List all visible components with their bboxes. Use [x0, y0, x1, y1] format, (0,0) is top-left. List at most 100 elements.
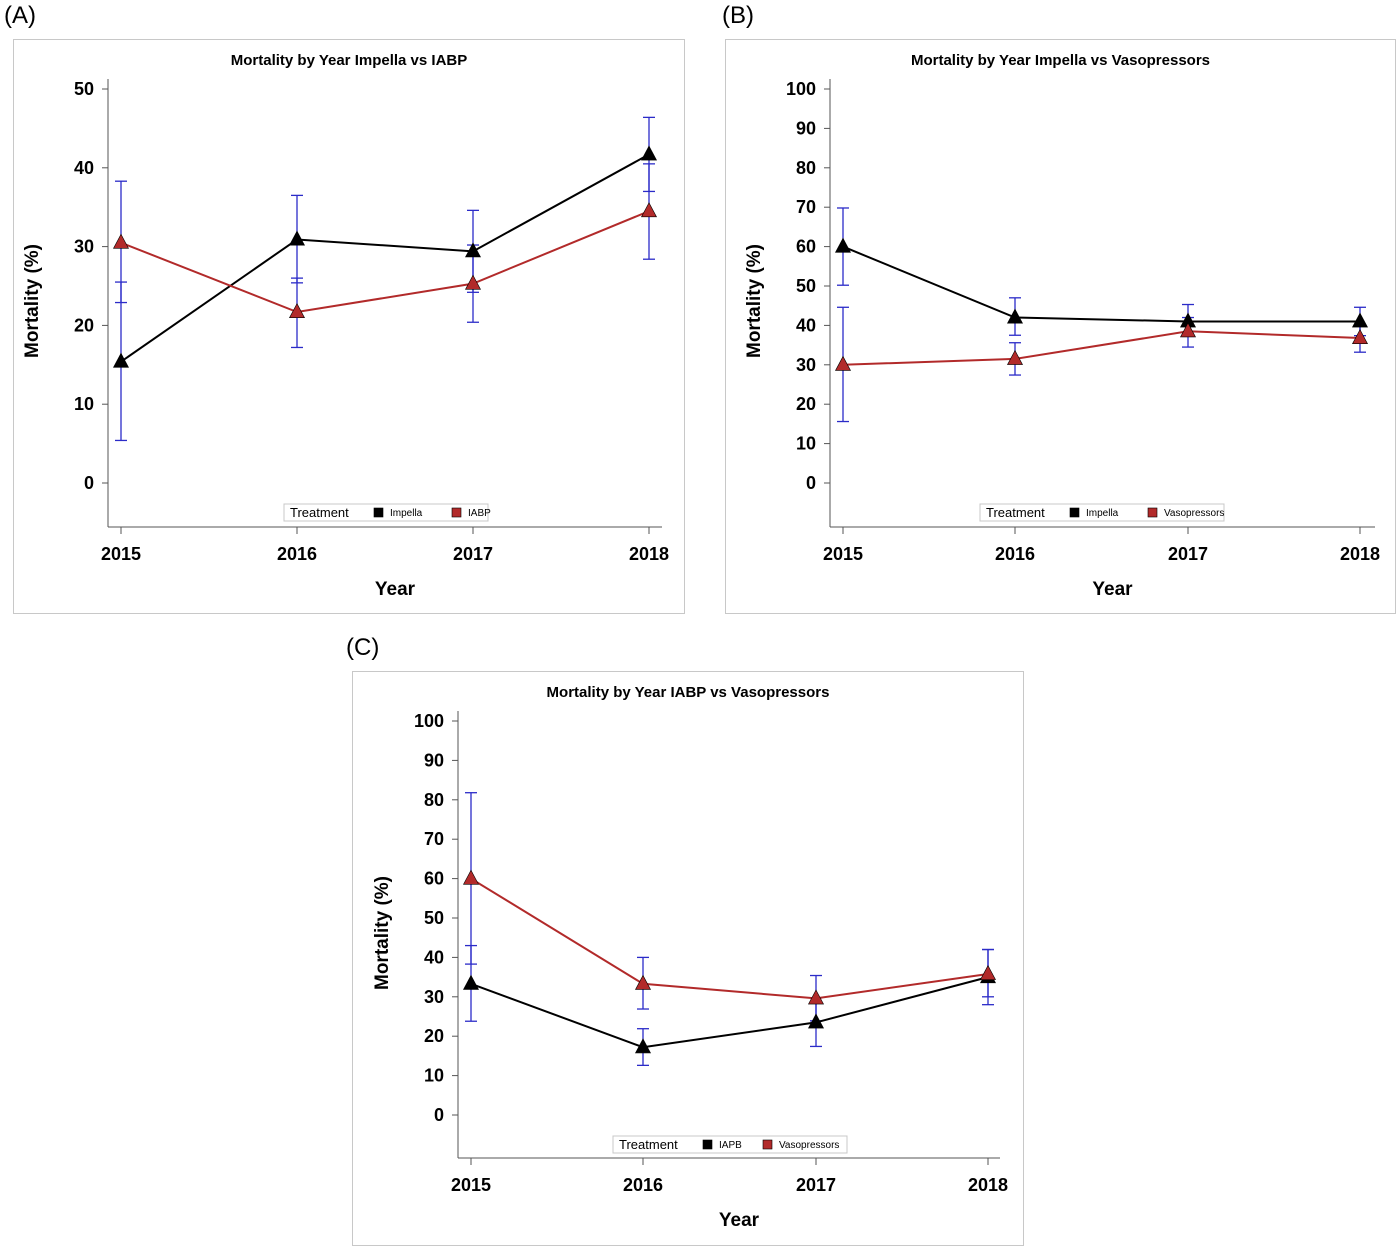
legend-title: Treatment [290, 505, 349, 520]
y-tick-label: 20 [74, 315, 94, 335]
chart-title: Mortality by Year Impella vs Vasopressor… [911, 52, 1210, 69]
data-point [1351, 329, 1369, 344]
x-tick-label: 2018 [1340, 544, 1380, 564]
x-tick-label: 2018 [968, 1175, 1008, 1195]
data-point [1179, 322, 1197, 338]
data-point [462, 974, 480, 990]
x-tick-label: 2017 [796, 1175, 836, 1195]
y-tick-label: 60 [424, 869, 444, 889]
data-point [464, 274, 482, 290]
chart-2: Mortality by Year IABP vs Vasopressors 0 1… [372, 684, 1008, 1231]
legend-swatch [373, 507, 384, 518]
data-point [288, 302, 306, 318]
data-point [1006, 349, 1024, 365]
y-tick-label: 50 [74, 79, 94, 99]
y-tick-label: 100 [786, 79, 816, 99]
data-point [634, 1038, 652, 1054]
y-tick-label: 30 [796, 355, 816, 375]
legend: Treatment Impella Vasopressors [979, 503, 1225, 522]
chart-0: Mortality by Year Impella vs IABP 0 10 20 30… [22, 52, 669, 600]
y-tick-label: 90 [796, 118, 816, 138]
legend-entry: IABP [468, 508, 491, 519]
legend-swatch [1147, 507, 1158, 518]
chart-title: Mortality by Year IABP vs Vasopressors [547, 684, 830, 701]
y-tick-label: 0 [434, 1105, 444, 1125]
data-point [640, 202, 658, 218]
x-tick-label: 2016 [995, 544, 1035, 564]
data-point [288, 230, 306, 246]
y-tick-label: 50 [424, 908, 444, 928]
x-tick-label: 2017 [453, 544, 493, 564]
data-point [979, 964, 997, 980]
data-point [807, 1013, 825, 1029]
panel-label-c: (C) [346, 634, 380, 661]
x-tick-label: 2015 [451, 1175, 491, 1195]
y-tick-label: 60 [796, 237, 816, 257]
y-tick-label: 0 [84, 473, 94, 493]
y-axis-label: Mortality (%) [372, 876, 393, 990]
data-point [112, 233, 130, 249]
y-tick-label: 10 [796, 434, 816, 454]
panel-label-b: (B) [722, 2, 754, 29]
legend-entry: Vasopressors [1164, 508, 1224, 519]
chart-title: Mortality by Year Impella vs IABP [231, 52, 467, 69]
data-point [464, 242, 482, 258]
legend-swatch [762, 1139, 773, 1150]
legend-entry: IAPB [719, 1140, 742, 1151]
y-tick-label: 80 [796, 158, 816, 178]
y-tick-label: 20 [796, 394, 816, 414]
x-tick-label: 2018 [629, 544, 669, 564]
legend-box [283, 503, 489, 522]
y-tick-label: 70 [424, 829, 444, 849]
y-tick-label: 90 [424, 750, 444, 770]
x-axis-label: Year [719, 1210, 760, 1231]
y-tick-label: 40 [424, 947, 444, 967]
x-tick-label: 2015 [823, 544, 863, 564]
data-point [834, 237, 852, 253]
y-tick-label: 40 [796, 315, 816, 335]
legend-title: Treatment [986, 505, 1045, 520]
y-tick-label: 10 [424, 1066, 444, 1086]
legend-swatch [702, 1139, 713, 1150]
y-tick-label: 40 [74, 158, 94, 178]
y-tick-label: 10 [74, 394, 94, 414]
y-axis-label: Mortality (%) [22, 244, 43, 358]
legend-box [612, 1135, 848, 1154]
data-point [112, 352, 130, 368]
y-tick-label: 80 [424, 790, 444, 810]
legend-box [979, 503, 1225, 522]
data-point [834, 355, 852, 371]
legend-swatch [451, 507, 462, 518]
x-axis-label: Year [1092, 579, 1133, 600]
y-tick-label: 0 [806, 473, 816, 493]
series-line-1 [842, 330, 1361, 366]
x-axis-label: Year [375, 579, 416, 600]
chart-1: Mortality by Year Impella vs Vasopressor… [744, 52, 1380, 600]
series-line-0 [120, 153, 650, 363]
data-point [1351, 312, 1369, 328]
y-axis-label: Mortality (%) [744, 244, 765, 358]
y-tick-label: 70 [796, 197, 816, 217]
legend-entry: Vasopressors [779, 1140, 839, 1151]
series-line-1 [470, 877, 989, 1000]
legend-title: Treatment [619, 1137, 678, 1152]
y-tick-label: 100 [414, 711, 444, 731]
y-tick-label: 30 [424, 987, 444, 1007]
data-point [1006, 308, 1024, 324]
legend-entry: Impella [1086, 508, 1119, 519]
y-tick-label: 50 [796, 276, 816, 296]
x-tick-label: 2015 [101, 544, 141, 564]
y-tick-label: 30 [74, 237, 94, 257]
data-point [640, 145, 658, 161]
series-line-1 [120, 210, 650, 314]
legend-swatch [1069, 507, 1080, 518]
series-line-0 [470, 976, 989, 1049]
data-point [634, 974, 652, 990]
panel-label-a: (A) [4, 2, 36, 29]
x-tick-label: 2017 [1168, 544, 1208, 564]
x-tick-label: 2016 [277, 544, 317, 564]
legend: Treatment Impella IABP [283, 503, 491, 522]
y-tick-label: 20 [424, 1026, 444, 1046]
data-point [462, 869, 480, 885]
